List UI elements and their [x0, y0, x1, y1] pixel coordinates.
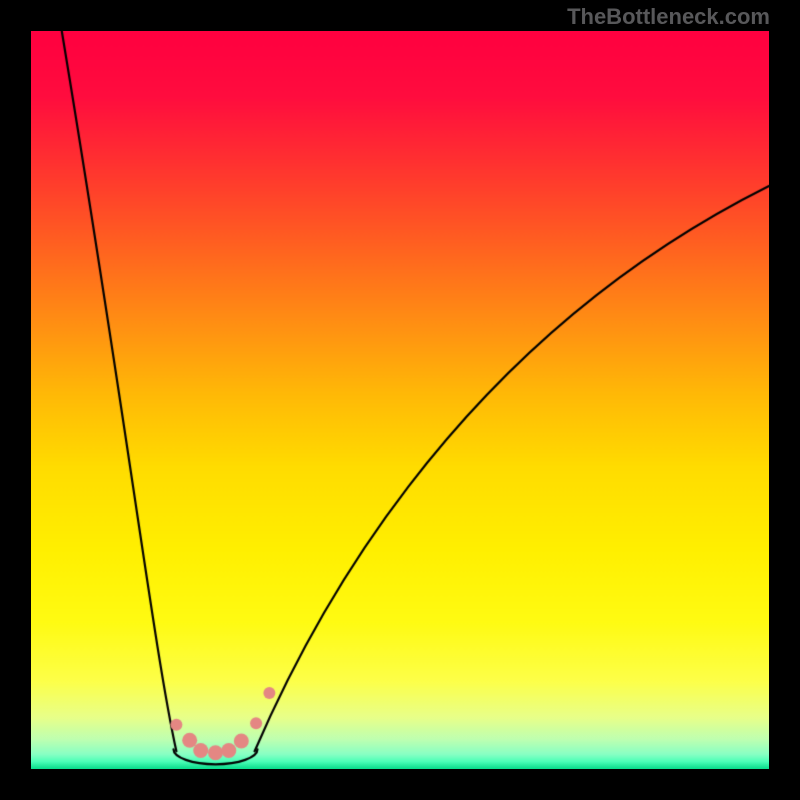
bottleneck-curve — [31, 31, 769, 769]
watermark-text: TheBottleneck.com — [567, 4, 770, 30]
